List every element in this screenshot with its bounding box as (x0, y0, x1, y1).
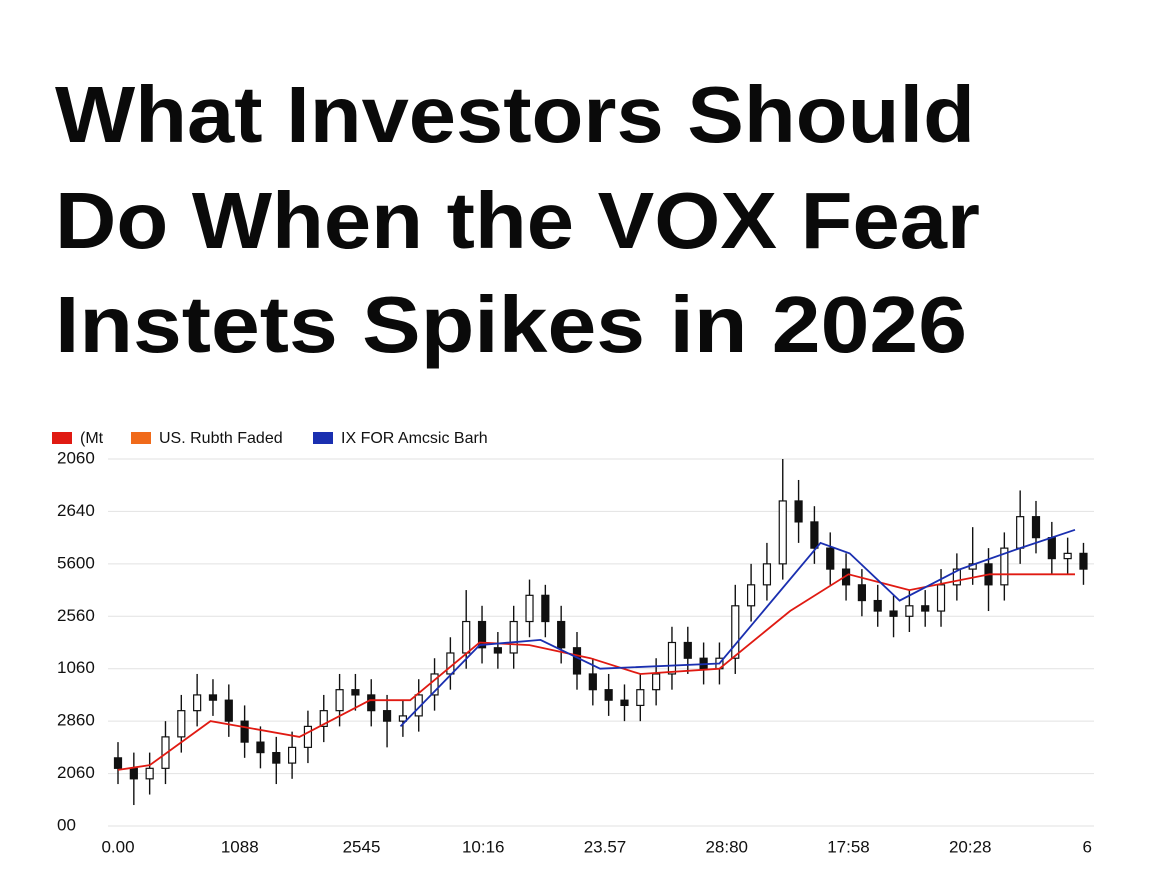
y-tick-label: 00 (57, 815, 76, 834)
x-tick-label: 10:16 (462, 837, 505, 856)
candle-body (208, 694, 218, 701)
legend-label: IX FOR Amcsic Barh (341, 430, 488, 447)
y-tick-label: 2640 (57, 501, 95, 520)
candle-body (762, 563, 772, 586)
candle-body (430, 673, 439, 696)
candle-body (604, 689, 613, 701)
candle-body (1047, 537, 1056, 560)
candle-body (414, 694, 423, 717)
candle-body (905, 605, 914, 617)
candle-body (351, 689, 360, 696)
candle-body (936, 584, 946, 612)
candle-body (1031, 516, 1041, 539)
candle-body (826, 547, 835, 570)
headline-line: Do When the VOX Fear (55, 176, 980, 265)
x-tick-label: 20:28 (949, 837, 992, 856)
candle-body (113, 757, 123, 769)
candle-body (1016, 516, 1025, 549)
candle-body (731, 605, 740, 659)
candle-body (367, 694, 376, 712)
candle-body (224, 699, 233, 722)
candle-body (477, 620, 487, 649)
candle-body (129, 767, 138, 780)
candle-body (620, 699, 629, 707)
x-tick-label: 17:58 (827, 837, 870, 856)
candle-body (256, 741, 265, 754)
candle-body (873, 599, 882, 612)
x-tick-label: 23.57 (584, 837, 627, 856)
candle-body (557, 620, 566, 649)
candle-body (240, 720, 249, 743)
candle-body (1063, 552, 1072, 560)
candle-body (667, 641, 677, 675)
x-tick-label: 2545 (343, 837, 381, 856)
x-tick-label: 1088 (221, 837, 259, 856)
y-tick-label: 2860 (57, 711, 95, 730)
candle-body (145, 767, 154, 780)
candle-body (636, 689, 645, 707)
candle-body (683, 641, 692, 659)
candle-body (398, 715, 407, 722)
candle-body (857, 584, 866, 602)
candle-body (319, 710, 328, 727)
candle-body (193, 694, 202, 712)
candle-body (541, 594, 550, 623)
candle-body (794, 500, 803, 523)
candle-body (493, 647, 502, 654)
x-tick-label: 6 (1083, 837, 1092, 856)
candle-body (921, 605, 930, 612)
x-tick-label: 28:80 (705, 837, 748, 856)
candle-body (652, 673, 661, 691)
indicator-line (399, 528, 1076, 728)
y-tick-label: 5600 (57, 553, 95, 572)
legend-label: (Mt (80, 430, 104, 447)
candle-body (509, 620, 518, 654)
indicator-line (117, 573, 1075, 771)
candle-body (810, 521, 819, 549)
y-tick-label: 2060 (57, 763, 95, 782)
legend-swatch (131, 432, 151, 444)
candle-body (525, 594, 534, 623)
headline-line: Instets Spikes in 2026 (55, 280, 967, 369)
candle-body (272, 751, 281, 764)
candle-body (889, 610, 898, 617)
y-tick-label: 2060 (57, 448, 95, 467)
candle-body (288, 746, 297, 764)
candle-body (572, 647, 582, 675)
y-tick-label: 1060 (57, 658, 95, 677)
candle-body (1079, 552, 1088, 570)
y-tick-label: 2560 (57, 606, 95, 625)
candle-body (303, 725, 313, 748)
candle-body (177, 710, 186, 738)
legend-swatch (313, 432, 333, 444)
candle-body (161, 736, 170, 769)
candle-body (1000, 547, 1009, 586)
legend-label: US. Rubth Faded (159, 430, 283, 447)
candle-body (952, 568, 961, 586)
candle-body (778, 500, 787, 565)
candle-body (841, 568, 851, 586)
legend-swatch (52, 432, 72, 444)
candle-body (446, 652, 455, 675)
headline-line: What Investors Should (55, 70, 975, 159)
candle-body (746, 584, 756, 607)
x-tick-label: 0.00 (101, 837, 134, 856)
candle-body (382, 710, 392, 722)
candle-body (588, 673, 597, 691)
candle-body (462, 620, 471, 654)
candle-body (335, 689, 344, 712)
